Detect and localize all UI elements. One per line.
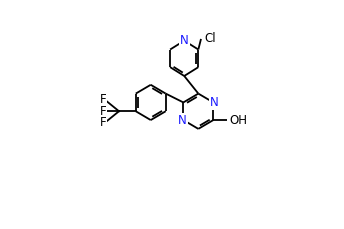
- Text: F: F: [100, 93, 106, 106]
- Text: Cl: Cl: [205, 33, 216, 45]
- Text: N: N: [178, 114, 187, 127]
- Text: N: N: [210, 96, 218, 109]
- Text: F: F: [100, 116, 106, 129]
- Text: F: F: [100, 105, 106, 118]
- Text: OH: OH: [229, 114, 247, 127]
- Text: N: N: [180, 34, 189, 47]
